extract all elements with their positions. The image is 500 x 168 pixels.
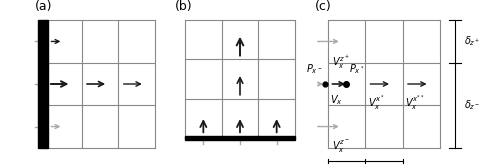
Text: $V_x^{x^{**}}$: $V_x^{x^{**}}$	[405, 93, 424, 112]
Text: (b): (b)	[175, 1, 192, 13]
Text: $\delta_{z^-}$: $\delta_{z^-}$	[464, 98, 480, 112]
Text: $V_x^{x^*}$: $V_x^{x^*}$	[368, 93, 384, 112]
Text: $\delta_{x^{**}}$: $\delta_{x^{**}}$	[375, 166, 392, 168]
Text: $V_x$: $V_x$	[330, 93, 342, 107]
Text: (c): (c)	[315, 1, 332, 13]
Bar	[38, 20, 48, 148]
Text: $V_x^{z^-}$: $V_x^{z^-}$	[332, 138, 350, 155]
Text: (a): (a)	[35, 1, 52, 13]
Text: $V_x^{z^+}$: $V_x^{z^+}$	[332, 53, 350, 71]
Text: $\delta_{z^+}$: $\delta_{z^+}$	[464, 35, 480, 48]
Text: $P_{x^*}$: $P_{x^*}$	[349, 62, 364, 76]
Text: $P_{x^-}$: $P_{x^-}$	[306, 62, 322, 76]
Text: $\delta_{x^*}$: $\delta_{x^*}$	[338, 166, 354, 168]
Bar	[185, 136, 295, 140]
